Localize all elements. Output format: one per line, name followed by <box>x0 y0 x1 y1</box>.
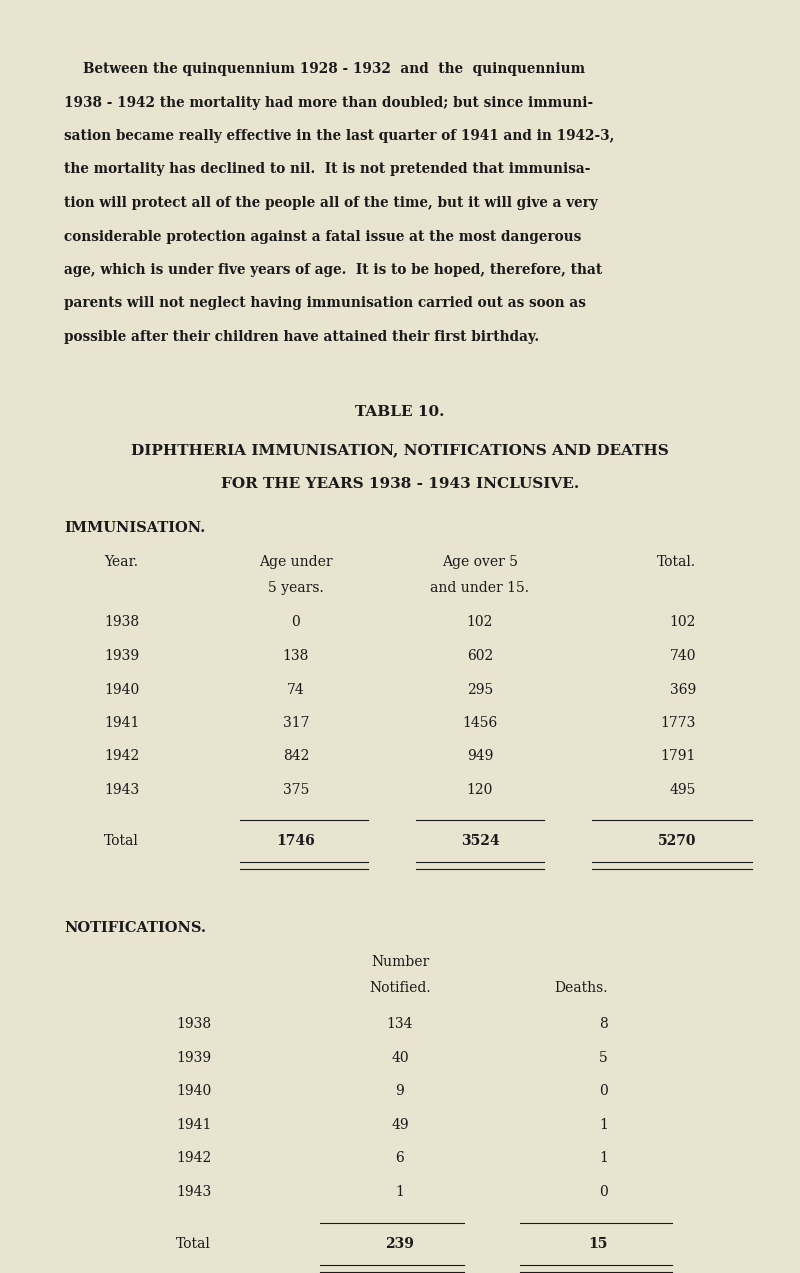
Text: 6: 6 <box>396 1152 404 1166</box>
Text: 15: 15 <box>589 1236 608 1250</box>
Text: 40: 40 <box>391 1051 409 1066</box>
Text: 5 years.: 5 years. <box>268 582 324 596</box>
Text: 0: 0 <box>292 616 300 630</box>
Text: Number: Number <box>371 956 429 970</box>
Text: 74: 74 <box>287 682 305 696</box>
Text: 239: 239 <box>386 1236 414 1250</box>
Text: the mortality has declined to nil.  It is not pretended that immunisa-: the mortality has declined to nil. It is… <box>64 163 590 177</box>
Text: 1941: 1941 <box>176 1118 211 1132</box>
Text: 1773: 1773 <box>661 715 696 729</box>
Text: 1938: 1938 <box>104 616 139 630</box>
Text: 1938 - 1942 the mortality had more than doubled; but since immuni-: 1938 - 1942 the mortality had more than … <box>64 95 593 109</box>
Text: FOR THE YEARS 1938 - 1943 INCLUSIVE.: FOR THE YEARS 1938 - 1943 INCLUSIVE. <box>221 477 579 491</box>
Text: 602: 602 <box>467 649 493 663</box>
Text: 1456: 1456 <box>462 715 498 729</box>
Text: 1939: 1939 <box>104 649 139 663</box>
Text: 1938: 1938 <box>176 1017 211 1031</box>
Text: Total: Total <box>176 1236 211 1250</box>
Text: 0: 0 <box>599 1185 608 1199</box>
Text: 740: 740 <box>670 649 696 663</box>
Text: 102: 102 <box>670 616 696 630</box>
Text: 49: 49 <box>391 1118 409 1132</box>
Text: Total: Total <box>104 835 139 849</box>
Text: 1939: 1939 <box>176 1051 211 1066</box>
Text: 317: 317 <box>282 715 310 729</box>
Text: 1940: 1940 <box>176 1085 211 1099</box>
Text: Between the quinquennium 1928 - 1932  and  the  quinquennium: Between the quinquennium 1928 - 1932 and… <box>64 62 585 76</box>
Text: 1943: 1943 <box>176 1185 211 1199</box>
Text: sation became really effective in the last quarter of 1941 and in 1942-3,: sation became really effective in the la… <box>64 129 614 143</box>
Text: 1942: 1942 <box>104 750 139 764</box>
Text: 369: 369 <box>670 682 696 696</box>
Text: 5: 5 <box>599 1051 608 1066</box>
Text: 842: 842 <box>283 750 309 764</box>
Text: parents will not neglect having immunisation carried out as soon as: parents will not neglect having immunisa… <box>64 297 586 311</box>
Text: 0: 0 <box>599 1085 608 1099</box>
Text: possible after their children have attained their first birthday.: possible after their children have attai… <box>64 330 539 344</box>
Text: 138: 138 <box>283 649 309 663</box>
Text: age, which is under five years of age.  It is to be hoped, therefore, that: age, which is under five years of age. I… <box>64 264 602 278</box>
Text: 1942: 1942 <box>176 1152 211 1166</box>
Text: 1: 1 <box>599 1118 608 1132</box>
Text: 1: 1 <box>599 1152 608 1166</box>
Text: 1: 1 <box>395 1185 405 1199</box>
Text: 949: 949 <box>467 750 493 764</box>
Text: 375: 375 <box>283 783 309 797</box>
Text: TABLE 10.: TABLE 10. <box>355 406 445 420</box>
Text: 102: 102 <box>467 616 493 630</box>
Text: Age under: Age under <box>259 555 333 569</box>
Text: IMMUNISATION.: IMMUNISATION. <box>64 522 206 536</box>
Text: and under 15.: and under 15. <box>430 582 530 596</box>
Text: Age over 5: Age over 5 <box>442 555 518 569</box>
Text: Notified.: Notified. <box>369 981 431 995</box>
Text: 1746: 1746 <box>277 835 315 849</box>
Text: 120: 120 <box>467 783 493 797</box>
Text: NOTIFICATIONS.: NOTIFICATIONS. <box>64 922 206 936</box>
Text: Deaths.: Deaths. <box>554 981 608 995</box>
Text: 1940: 1940 <box>104 682 139 696</box>
Text: 1941: 1941 <box>104 715 139 729</box>
Text: 1791: 1791 <box>661 750 696 764</box>
Text: tion will protect all of the people all of the time, but it will give a very: tion will protect all of the people all … <box>64 196 598 210</box>
Text: 8: 8 <box>599 1017 608 1031</box>
Text: 134: 134 <box>386 1017 414 1031</box>
Text: Total.: Total. <box>657 555 696 569</box>
Text: considerable protection against a fatal issue at the most dangerous: considerable protection against a fatal … <box>64 229 582 243</box>
Text: 3524: 3524 <box>461 835 499 849</box>
Text: 5270: 5270 <box>658 835 696 849</box>
Text: 1943: 1943 <box>104 783 139 797</box>
Text: Year.: Year. <box>104 555 138 569</box>
Text: 295: 295 <box>467 682 493 696</box>
Text: DIPHTHERIA IMMUNISATION, NOTIFICATIONS AND DEATHS: DIPHTHERIA IMMUNISATION, NOTIFICATIONS A… <box>131 443 669 457</box>
Text: 9: 9 <box>396 1085 404 1099</box>
Text: 495: 495 <box>670 783 696 797</box>
